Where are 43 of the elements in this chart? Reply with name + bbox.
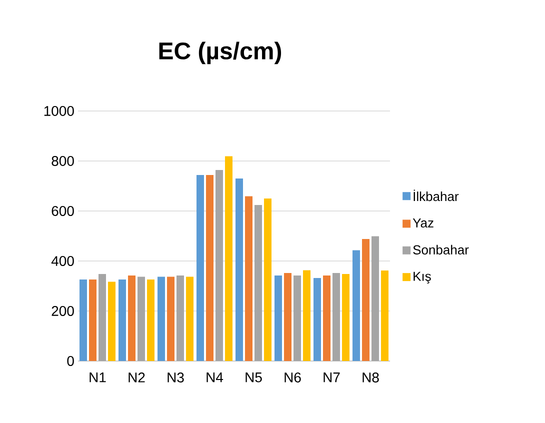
- x-tick-label: N7: [324, 372, 340, 382]
- bar: [352, 250, 360, 361]
- bar: [274, 276, 282, 361]
- bar: [128, 276, 136, 361]
- bar: [108, 282, 116, 361]
- legend-label: Sonbahar: [413, 244, 469, 254]
- legend-label: İlkbahar: [414, 190, 459, 202]
- y-tick-label: 800: [52, 156, 74, 166]
- y-tick-label: 200: [52, 306, 74, 316]
- bar: [284, 273, 292, 361]
- y-tick-label: 400: [51, 256, 74, 266]
- bar: [147, 279, 155, 361]
- bar: [206, 174, 214, 361]
- bar: [89, 279, 97, 361]
- x-tick-label: N5: [246, 372, 262, 382]
- bar: [236, 178, 244, 361]
- bar: [167, 276, 174, 361]
- y-tick-label: 1000: [44, 106, 74, 116]
- bar: [264, 198, 272, 361]
- x-tick-label: N4: [206, 372, 224, 382]
- bar: [118, 279, 126, 361]
- legend-label: Kış: [414, 272, 431, 284]
- chart-title: EC (µs/cm): [159, 42, 282, 64]
- y-tick-label: 0: [67, 356, 74, 366]
- bar: [314, 278, 322, 361]
- bar: [381, 270, 389, 361]
- bar: [342, 274, 350, 361]
- bar: [196, 174, 204, 361]
- bar: [80, 279, 88, 361]
- bar: [303, 270, 311, 361]
- x-tick-label: N2: [128, 372, 145, 382]
- x-tick-label: N1: [90, 372, 106, 382]
- bar: [362, 239, 370, 361]
- x-tick-label: N6: [284, 372, 301, 382]
- bar: [323, 276, 331, 361]
- bar: [245, 196, 253, 361]
- bar: [186, 276, 194, 361]
- bar: [225, 156, 233, 361]
- legend-label: Yaz: [412, 218, 434, 228]
- bar: [158, 276, 166, 361]
- y-tick-label: 600: [52, 206, 74, 216]
- x-tick-label: N3: [168, 372, 184, 382]
- x-tick-label: N8: [362, 372, 379, 382]
